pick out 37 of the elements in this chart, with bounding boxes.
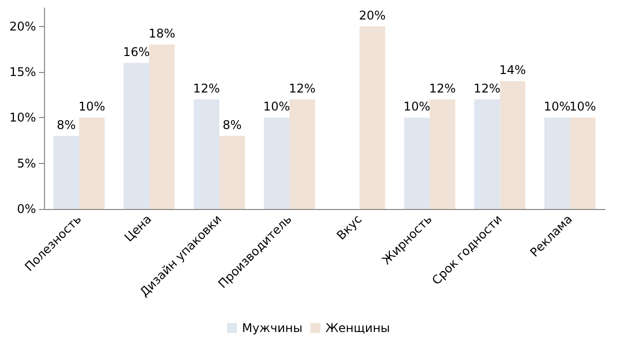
- data-label: 10%: [263, 100, 290, 114]
- y-tick-label: 10%: [9, 110, 36, 125]
- bar: [474, 99, 500, 209]
- bar: [404, 118, 430, 209]
- bar: [264, 118, 290, 209]
- data-label: 10%: [404, 100, 430, 114]
- bar: [289, 99, 316, 209]
- bar: [53, 136, 80, 209]
- data-label: 10%: [544, 100, 570, 114]
- data-label: 14%: [499, 63, 526, 78]
- data-label: 20%: [359, 8, 386, 22]
- bar: [544, 118, 570, 209]
- bar: [430, 99, 456, 209]
- data-label: 16%: [123, 44, 150, 59]
- bar: [219, 136, 245, 209]
- data-label: 12%: [193, 81, 220, 96]
- data-label: 8%: [222, 118, 242, 132]
- y-tick-label: 5%: [16, 156, 36, 170]
- bar: [360, 26, 386, 209]
- data-label: 8%: [56, 118, 76, 132]
- bar: [500, 81, 526, 209]
- legend-label: Женщины: [325, 321, 390, 335]
- data-label: 12%: [474, 81, 500, 96]
- legend-label: Мужчины: [242, 321, 302, 335]
- data-label: 18%: [148, 26, 176, 41]
- data-label: 10%: [78, 100, 106, 114]
- data-label: 12%: [288, 81, 316, 96]
- bar: [149, 44, 175, 209]
- bar: [79, 118, 105, 209]
- data-label: 10%: [569, 100, 596, 114]
- y-tick-label: 15%: [9, 64, 36, 79]
- bar: [570, 118, 596, 209]
- bar: [194, 99, 220, 209]
- y-tick-label: 0%: [16, 202, 36, 216]
- data-label: 12%: [429, 81, 456, 96]
- y-tick-label: 20%: [9, 19, 36, 34]
- bar: [124, 62, 150, 209]
